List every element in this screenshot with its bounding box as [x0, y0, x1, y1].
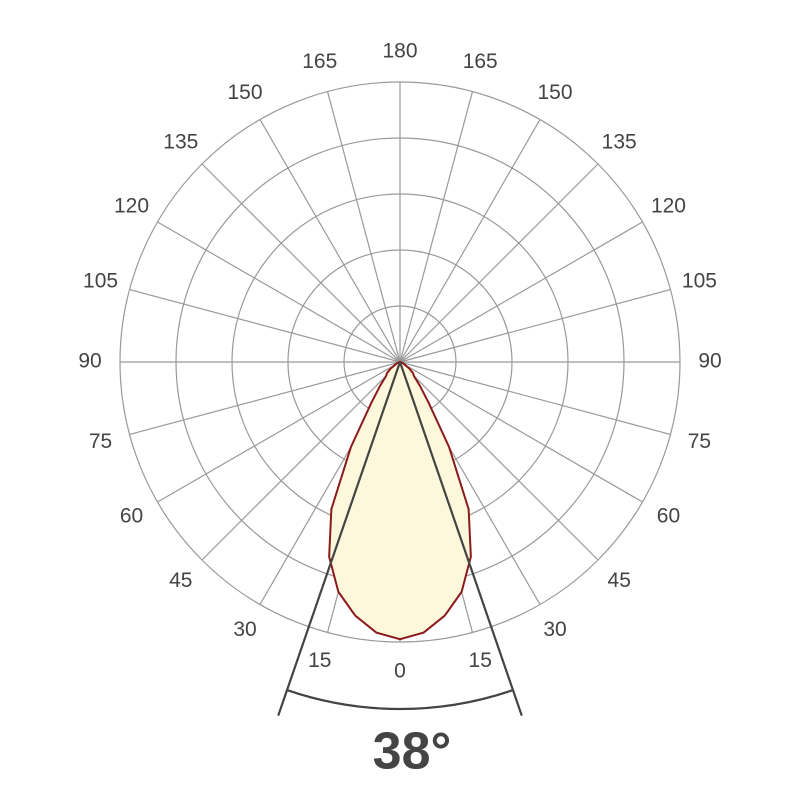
grid-spoke [129, 288, 401, 363]
angle-tick-label: 135 [602, 130, 637, 153]
grid-spoke [399, 119, 541, 363]
angle-tick-label: 90 [698, 350, 721, 373]
angle-tick-label: 30 [543, 618, 566, 641]
grid-spoke [399, 361, 671, 436]
beam-arc [286, 689, 514, 711]
angle-tick-label: 135 [163, 130, 198, 153]
grid-spoke [399, 361, 599, 561]
angle-tick-label: 60 [120, 505, 143, 528]
angle-tick-label: 60 [657, 505, 680, 528]
angle-tick-label: 15 [308, 649, 331, 672]
angle-tick-label: 0 [394, 660, 406, 683]
angle-tick-label: 105 [83, 269, 118, 292]
angle-tick-label: 165 [302, 50, 337, 73]
grid-spoke [157, 361, 401, 503]
angle-tick-label: 90 [78, 350, 101, 373]
beam-angle-label: 38° [373, 723, 452, 781]
grid-spoke [399, 221, 643, 363]
angle-tick-label: 150 [227, 81, 262, 104]
angle-tick-label: 120 [651, 195, 686, 218]
grid-spoke [399, 288, 671, 363]
grid-spoke [326, 91, 401, 363]
angle-tick-label: 30 [233, 618, 256, 641]
beam-line [398, 361, 523, 716]
angle-tick-label: 150 [537, 81, 572, 104]
grid-spoke [157, 221, 401, 363]
angle-tick-label: 105 [682, 269, 717, 292]
angle-tick-label: 15 [469, 649, 492, 672]
beam-line [277, 361, 402, 716]
angle-tick-label: 165 [463, 50, 498, 73]
angle-tick-label: 45 [169, 569, 192, 592]
grid-spoke [399, 163, 599, 363]
angle-tick-label: 120 [114, 195, 149, 218]
grid-spoke [399, 91, 474, 363]
angle-tick-label: 45 [608, 569, 631, 592]
angle-tick-label: 75 [688, 430, 711, 453]
angle-tick-label: 75 [89, 430, 112, 453]
intensity-curve [328, 360, 472, 641]
grid-spoke [129, 361, 401, 436]
grid-spoke [259, 119, 401, 363]
grid-spoke [201, 361, 401, 561]
grid-spoke [201, 163, 401, 363]
grid-spoke [399, 361, 643, 503]
angle-tick-label: 180 [382, 40, 417, 63]
